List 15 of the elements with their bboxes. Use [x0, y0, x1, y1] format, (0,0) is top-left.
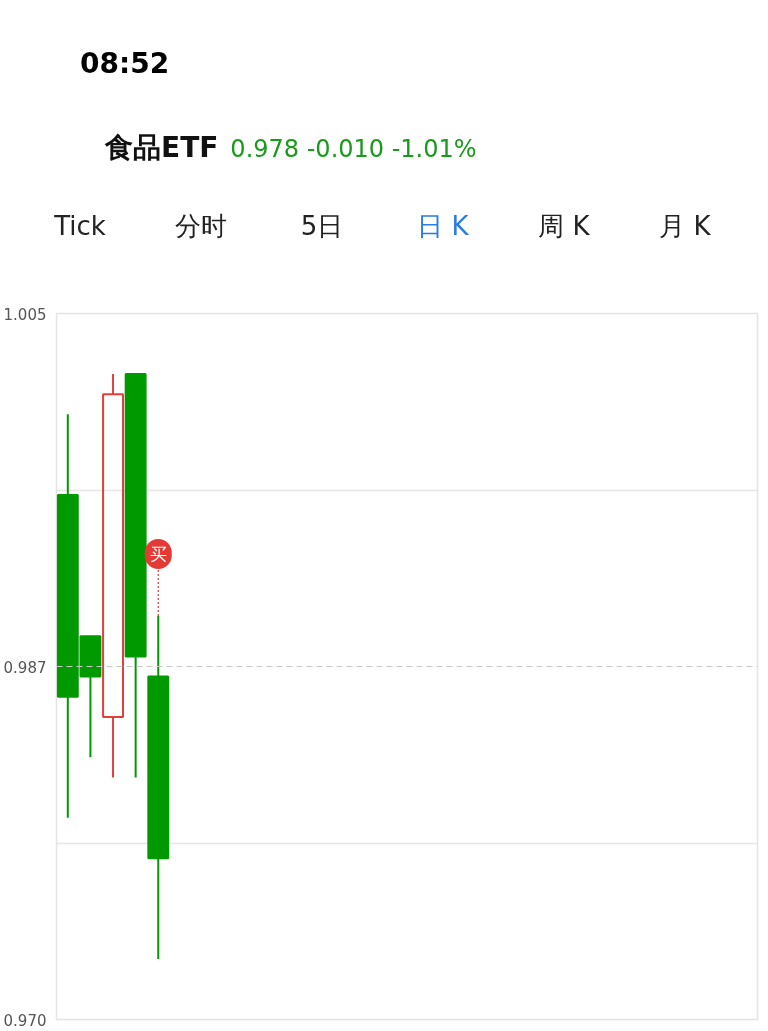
- text: 月 K: [658, 210, 712, 243]
- text: 周 K: [537, 210, 591, 243]
- y-tick-label: 0.970: [3, 1011, 47, 1030]
- chart-title: 食品ETF: [105, 131, 219, 164]
- chart-subtitle: 0.978 -0.010 -1.01%: [230, 135, 477, 163]
- candlestick: [124, 373, 147, 779]
- candlestick: [102, 373, 124, 779]
- text: 分时: [174, 210, 228, 243]
- annotation: 买: [149, 544, 167, 565]
- ref-line-label: 0.987: [3, 658, 47, 677]
- text: 日 K: [416, 210, 470, 243]
- text: 5日: [299, 210, 345, 243]
- y-tick-label: 1.005: [3, 305, 47, 324]
- text: Tick: [53, 210, 107, 243]
- text: 08:52: [80, 46, 170, 82]
